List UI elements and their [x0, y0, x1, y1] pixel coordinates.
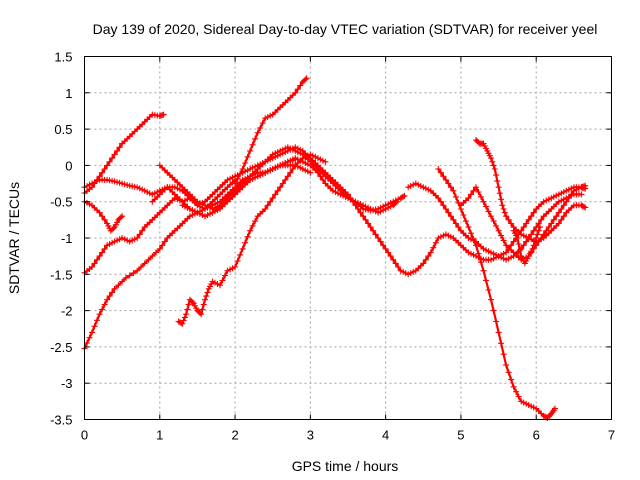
series-line: [474, 138, 587, 243]
series-track-10: [179, 162, 314, 220]
data-point-markers: [405, 180, 585, 263]
series-track-7: [156, 144, 400, 216]
series-track-6: [149, 155, 408, 216]
data-point-markers: [81, 156, 299, 352]
y-tick-label: 1.5: [54, 50, 72, 65]
x-tick-label: 3: [307, 428, 314, 443]
data-point-markers: [510, 224, 543, 267]
series-line: [459, 184, 587, 261]
data-point-markers: [179, 162, 314, 220]
series-track-5: [81, 198, 126, 234]
data-point-markers: [156, 144, 400, 216]
data-series: [81, 75, 589, 421]
y-tick-label: -2: [61, 304, 73, 319]
y-tick-label: -3.5: [50, 413, 72, 428]
series-track-13: [405, 180, 585, 263]
y-tick-label: 0: [65, 158, 72, 173]
y-tick-label: -1.5: [50, 267, 72, 282]
x-tick-label: 7: [608, 428, 615, 443]
series-line: [234, 77, 308, 185]
x-axis-label: GPS time / hours: [292, 458, 399, 474]
series-track-14: [457, 182, 589, 263]
series-line: [83, 158, 297, 350]
series-line: [512, 226, 542, 265]
series-track-11: [435, 166, 558, 421]
axis-ticks: 0 1 2 3 4 5 6 7 -3.5 -3 -2.5 -2 -1.5 -1 -0.5 0 0.5 1 1.5: [50, 50, 615, 443]
y-tick-label: -3: [61, 376, 73, 391]
x-tick-label: 1: [156, 428, 163, 443]
y-tick-label: -2.5: [50, 340, 72, 355]
series-line: [407, 182, 583, 261]
x-tick-label: 5: [457, 428, 464, 443]
plot-frame: [84, 56, 612, 420]
x-tick-label: 2: [231, 428, 238, 443]
series-track-15: [510, 224, 543, 267]
series-line: [83, 200, 124, 232]
data-point-markers: [435, 166, 558, 421]
y-tick-label: -0.5: [50, 195, 72, 210]
chart-title: Day 139 of 2020, Sidereal Day-to-day VTE…: [93, 21, 598, 37]
y-tick-label: 1: [65, 86, 72, 101]
x-tick-label: 6: [533, 428, 540, 443]
y-axis-label: SDTVAR / TECUs: [6, 182, 22, 294]
series-track-1: [81, 156, 299, 352]
series-line: [83, 113, 165, 195]
y-tick-label: -1: [61, 231, 73, 246]
y-tick-label: 0.5: [54, 122, 72, 137]
data-point-markers: [175, 151, 329, 327]
x-tick-label: 0: [81, 428, 88, 443]
data-point-markers: [81, 198, 126, 234]
x-tick-label: 4: [382, 428, 389, 443]
grid: [84, 56, 612, 420]
data-point-markers: [232, 75, 310, 187]
data-point-markers: [149, 155, 408, 216]
series-track-9: [232, 75, 310, 187]
